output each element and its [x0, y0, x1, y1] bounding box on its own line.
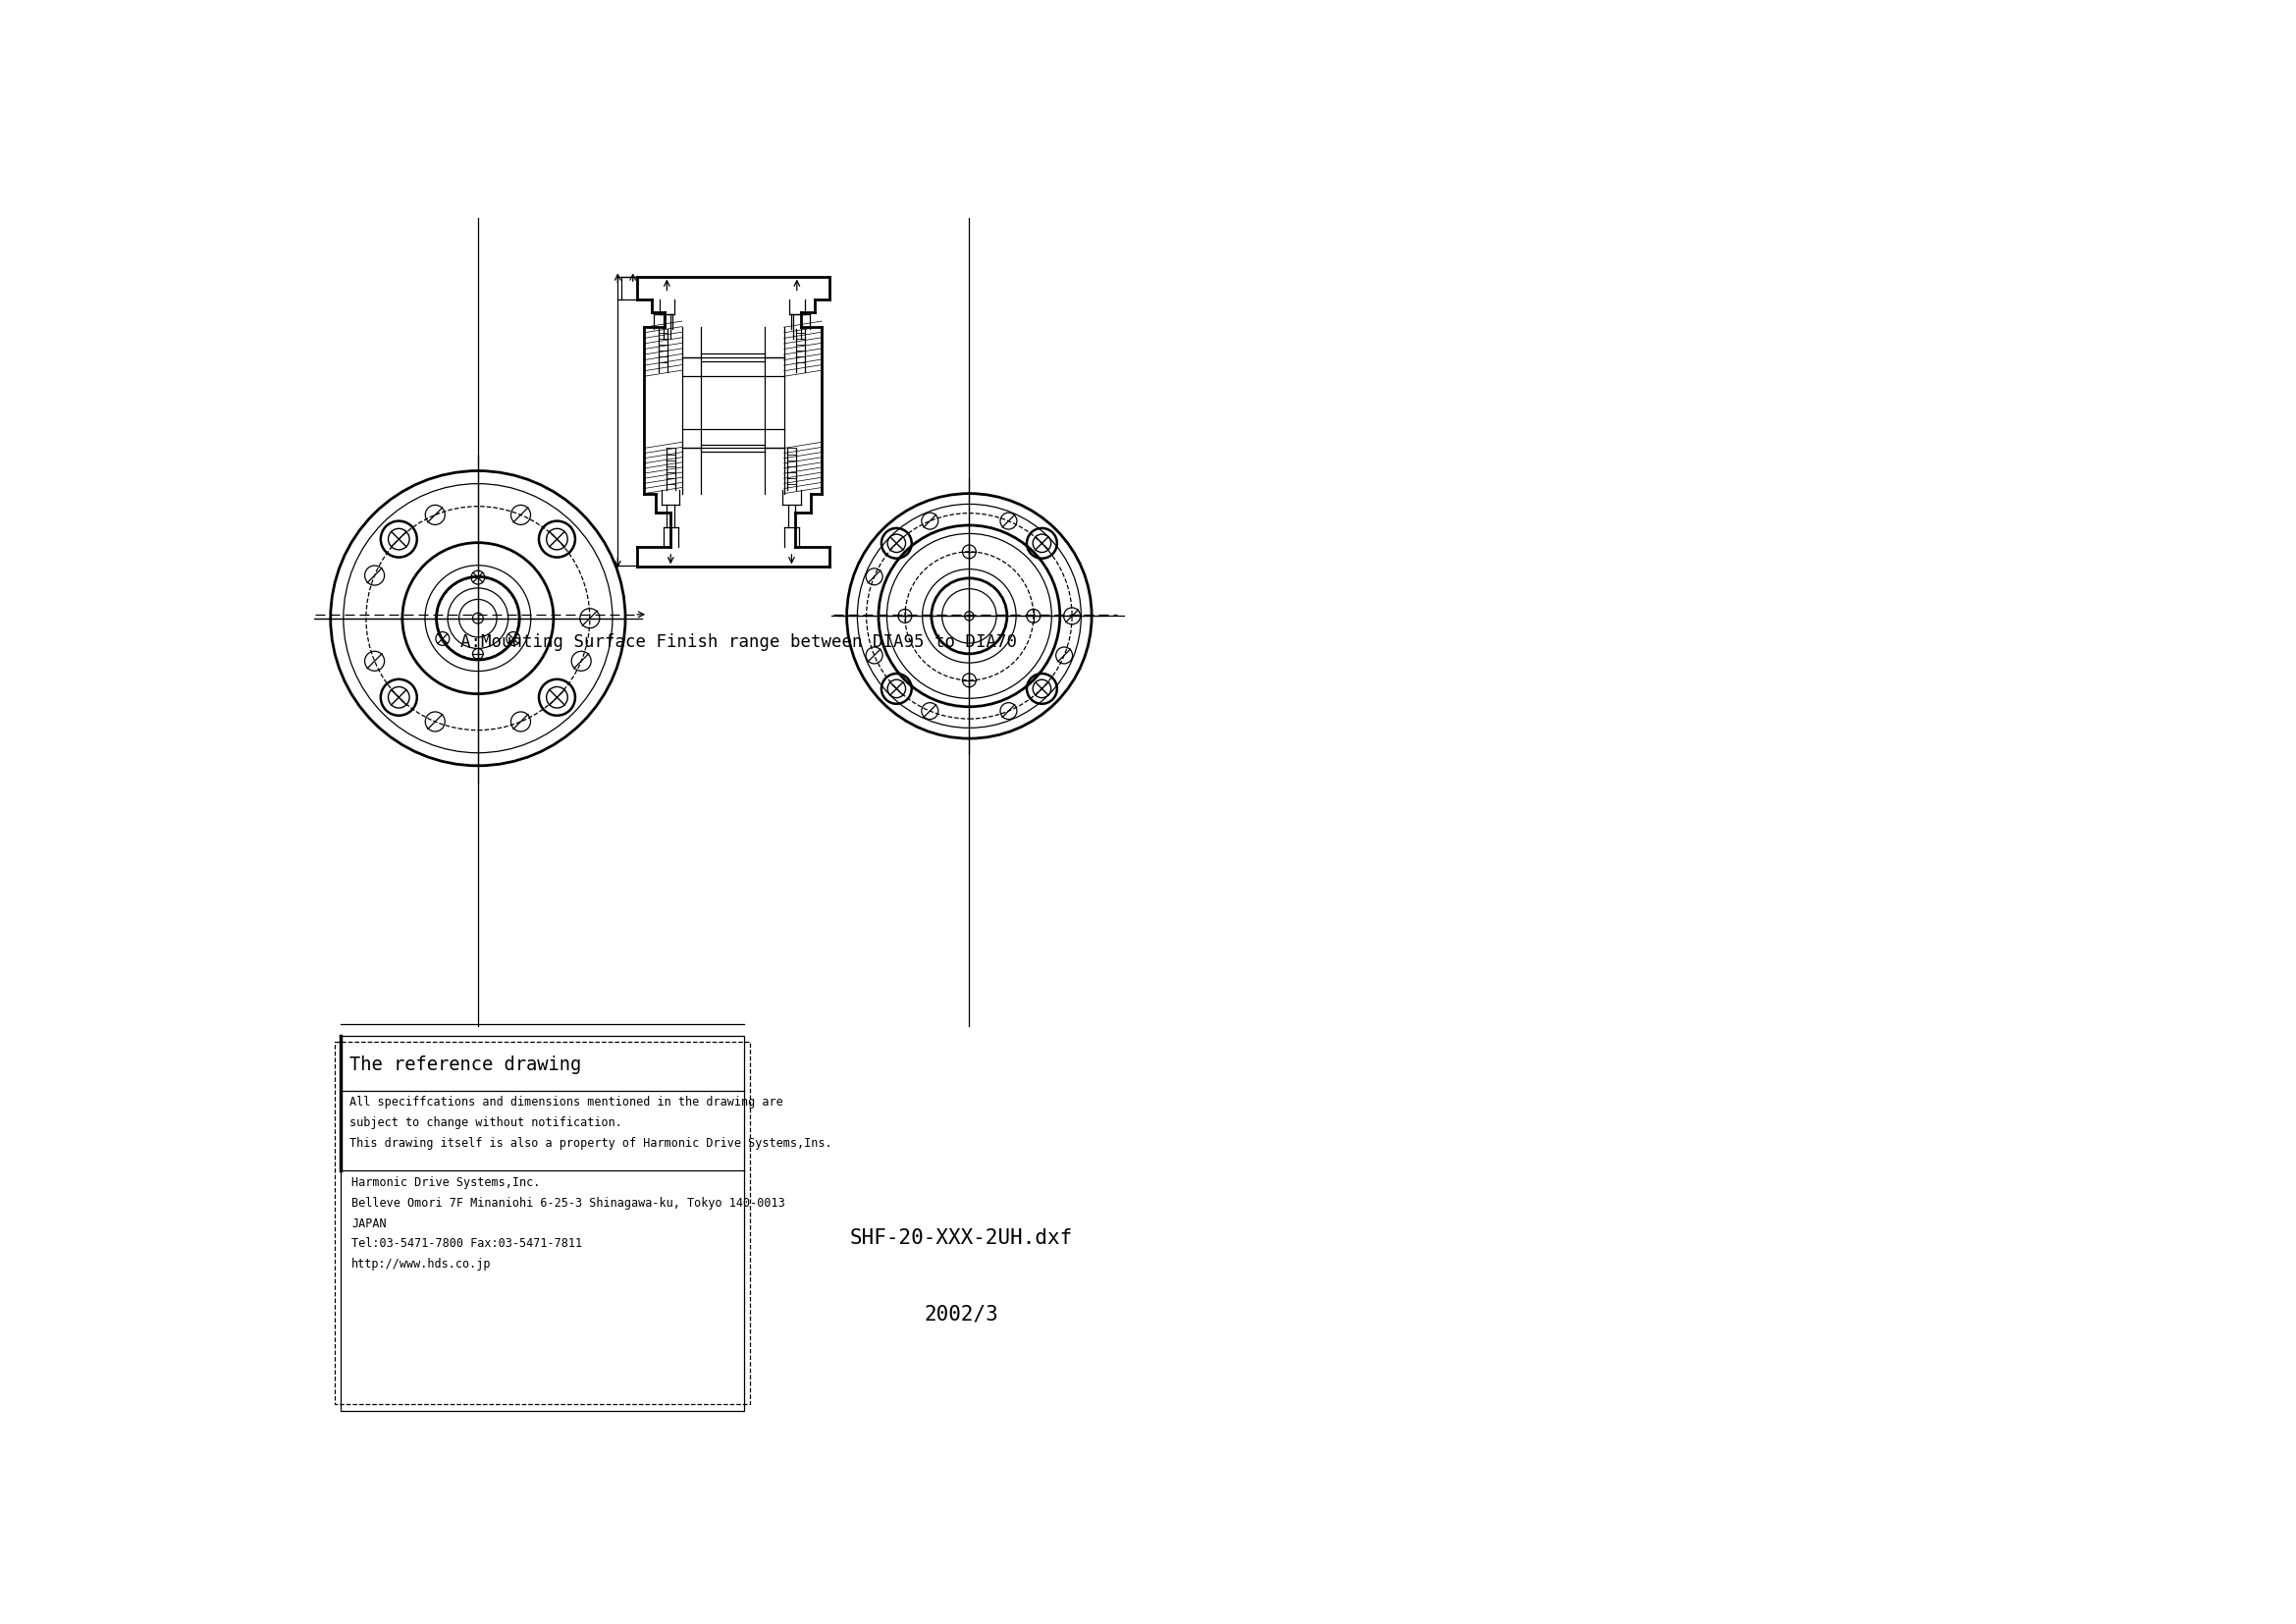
Text: The reference drawing: The reference drawing — [349, 1056, 581, 1073]
Text: http://www.hds.co.jp: http://www.hds.co.jp — [351, 1259, 491, 1270]
Text: Tel:03-5471-7800 Fax:03-5471-7811: Tel:03-5471-7800 Fax:03-5471-7811 — [351, 1237, 583, 1250]
Text: Belleve Omori 7F Minaniohi 6-25-3 Shinagawa-ku, Tokyo 140-0013: Belleve Omori 7F Minaniohi 6-25-3 Shinag… — [351, 1197, 785, 1210]
Text: This drawing itself is also a property of Harmonic Drive Systems,Ins.: This drawing itself is also a property o… — [349, 1137, 831, 1150]
Text: SHF-20-XXX-2UH.dxf: SHF-20-XXX-2UH.dxf — [850, 1228, 1072, 1247]
Text: 2002/3: 2002/3 — [925, 1304, 999, 1324]
Text: subject to change without notification.: subject to change without notification. — [349, 1116, 622, 1129]
Text: JAPAN: JAPAN — [351, 1216, 386, 1229]
Text: Harmonic Drive Systems,Inc.: Harmonic Drive Systems,Inc. — [351, 1176, 540, 1189]
Text: A:Mounting Surface Finish range between DIA95 to DIA70: A:Mounting Surface Finish range between … — [461, 633, 1017, 651]
Text: All speciffcations and dimensions mentioned in the drawing are: All speciffcations and dimensions mentio… — [349, 1096, 783, 1109]
